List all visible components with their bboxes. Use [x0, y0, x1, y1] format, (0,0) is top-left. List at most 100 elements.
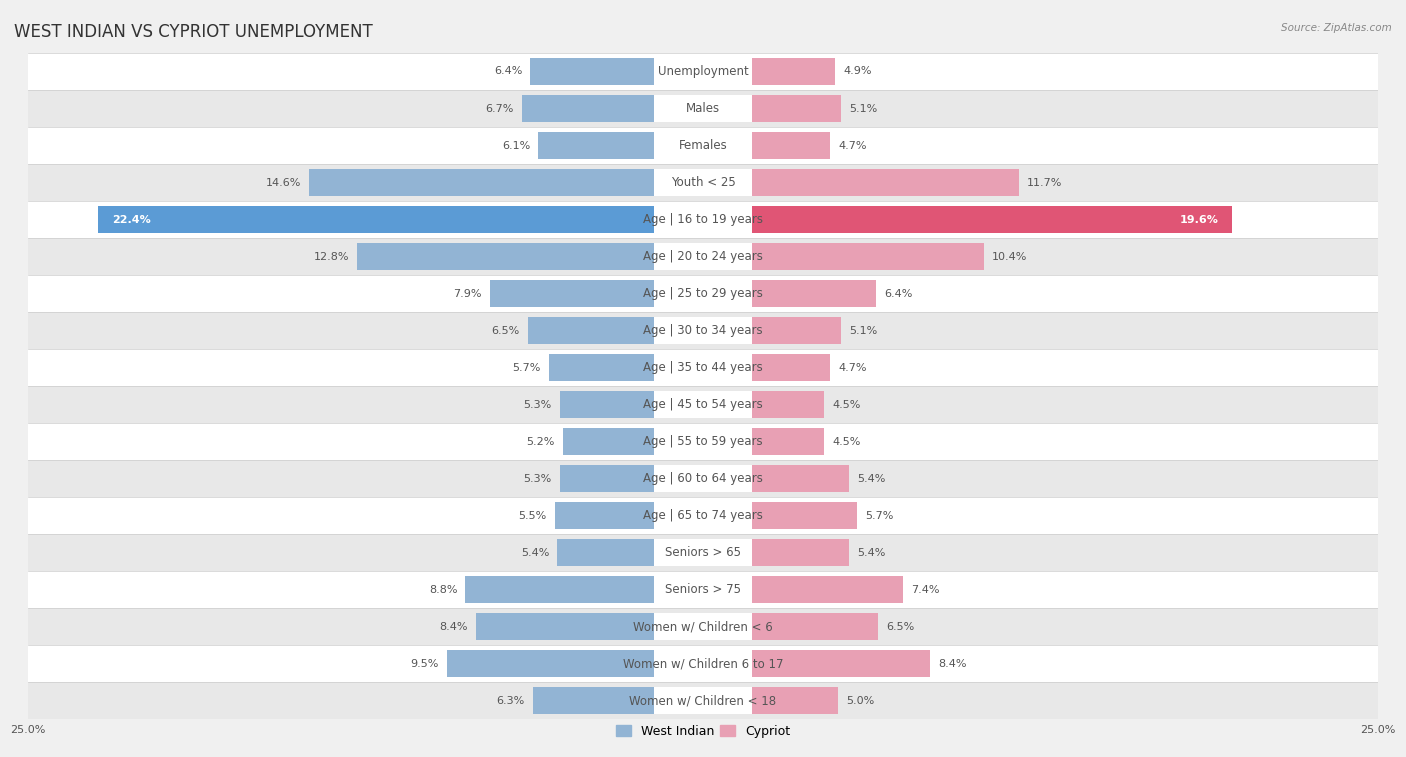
Text: Women w/ Children < 18: Women w/ Children < 18	[630, 694, 776, 707]
Text: Unemployment: Unemployment	[658, 65, 748, 78]
Text: Youth < 25: Youth < 25	[671, 176, 735, 189]
Bar	[530, 58, 703, 85]
Bar	[703, 503, 856, 529]
Text: 5.2%: 5.2%	[526, 437, 554, 447]
Text: 6.5%: 6.5%	[491, 326, 519, 335]
Text: 5.3%: 5.3%	[523, 474, 551, 484]
Bar	[654, 428, 752, 455]
Bar	[533, 687, 703, 714]
Bar	[28, 497, 1378, 534]
Bar	[28, 645, 1378, 682]
Text: 5.5%: 5.5%	[519, 511, 547, 521]
Text: Males: Males	[686, 102, 720, 115]
Bar	[654, 58, 752, 85]
Bar	[703, 466, 849, 492]
Text: 5.0%: 5.0%	[846, 696, 875, 706]
Bar	[703, 170, 1019, 196]
Text: 12.8%: 12.8%	[314, 251, 349, 261]
Bar	[703, 428, 824, 455]
Bar	[654, 206, 752, 233]
Bar	[654, 503, 752, 529]
Bar	[703, 317, 841, 344]
Text: 5.4%: 5.4%	[856, 474, 886, 484]
Bar	[28, 682, 1378, 719]
Text: 6.1%: 6.1%	[502, 141, 530, 151]
Text: 6.4%: 6.4%	[884, 288, 912, 298]
Bar	[703, 613, 879, 640]
Text: 22.4%: 22.4%	[112, 214, 150, 225]
Bar	[554, 503, 703, 529]
Bar	[357, 243, 703, 269]
Text: 5.7%: 5.7%	[865, 511, 893, 521]
Bar	[703, 95, 841, 122]
Text: Seniors > 65: Seniors > 65	[665, 546, 741, 559]
Bar	[654, 650, 752, 677]
Text: 4.7%: 4.7%	[838, 363, 866, 372]
Text: 5.1%: 5.1%	[849, 326, 877, 335]
Bar	[28, 275, 1378, 312]
Bar	[654, 576, 752, 603]
Bar	[560, 466, 703, 492]
Bar	[654, 317, 752, 344]
Text: Age | 55 to 59 years: Age | 55 to 59 years	[643, 435, 763, 448]
Bar	[703, 206, 1232, 233]
Bar	[703, 280, 876, 307]
Bar	[703, 132, 830, 159]
Bar	[654, 354, 752, 381]
Bar	[654, 132, 752, 159]
Legend: West Indian, Cypriot: West Indian, Cypriot	[610, 720, 796, 743]
Text: Women w/ Children 6 to 17: Women w/ Children 6 to 17	[623, 657, 783, 670]
Text: WEST INDIAN VS CYPRIOT UNEMPLOYMENT: WEST INDIAN VS CYPRIOT UNEMPLOYMENT	[14, 23, 373, 41]
Bar	[28, 386, 1378, 423]
Text: 5.4%: 5.4%	[856, 547, 886, 558]
Text: 5.1%: 5.1%	[849, 104, 877, 114]
Bar	[654, 391, 752, 418]
Bar	[28, 349, 1378, 386]
Bar	[522, 95, 703, 122]
Text: 14.6%: 14.6%	[266, 178, 301, 188]
Bar	[654, 170, 752, 196]
Bar	[703, 243, 984, 269]
Bar	[28, 571, 1378, 608]
Text: 5.7%: 5.7%	[513, 363, 541, 372]
Bar	[654, 539, 752, 566]
Text: Females: Females	[679, 139, 727, 152]
Text: 6.7%: 6.7%	[485, 104, 515, 114]
Bar	[28, 90, 1378, 127]
Bar	[98, 206, 703, 233]
Text: 7.9%: 7.9%	[453, 288, 482, 298]
Text: 6.4%: 6.4%	[494, 67, 522, 76]
Text: 19.6%: 19.6%	[1180, 214, 1219, 225]
Bar	[527, 317, 703, 344]
Text: 9.5%: 9.5%	[411, 659, 439, 668]
Bar	[703, 539, 849, 566]
Text: Age | 25 to 29 years: Age | 25 to 29 years	[643, 287, 763, 300]
Text: Seniors > 75: Seniors > 75	[665, 583, 741, 596]
Text: 6.5%: 6.5%	[887, 621, 915, 631]
Bar	[538, 132, 703, 159]
Bar	[28, 164, 1378, 201]
Bar	[703, 391, 824, 418]
Bar	[28, 312, 1378, 349]
Text: 7.4%: 7.4%	[911, 584, 939, 594]
Bar	[562, 428, 703, 455]
Text: 8.4%: 8.4%	[938, 659, 966, 668]
Bar	[477, 613, 703, 640]
Text: 8.4%: 8.4%	[440, 621, 468, 631]
Bar	[703, 58, 835, 85]
Bar	[28, 53, 1378, 90]
Text: Age | 45 to 54 years: Age | 45 to 54 years	[643, 398, 763, 411]
Text: Age | 20 to 24 years: Age | 20 to 24 years	[643, 250, 763, 263]
Bar	[28, 127, 1378, 164]
Bar	[560, 391, 703, 418]
Text: Source: ZipAtlas.com: Source: ZipAtlas.com	[1281, 23, 1392, 33]
Text: 8.8%: 8.8%	[429, 584, 457, 594]
Bar	[703, 576, 903, 603]
Bar	[654, 613, 752, 640]
Text: Age | 16 to 19 years: Age | 16 to 19 years	[643, 213, 763, 226]
Text: 4.5%: 4.5%	[832, 437, 860, 447]
Bar	[654, 280, 752, 307]
Text: 5.3%: 5.3%	[523, 400, 551, 410]
Bar	[557, 539, 703, 566]
Text: Women w/ Children < 6: Women w/ Children < 6	[633, 620, 773, 633]
